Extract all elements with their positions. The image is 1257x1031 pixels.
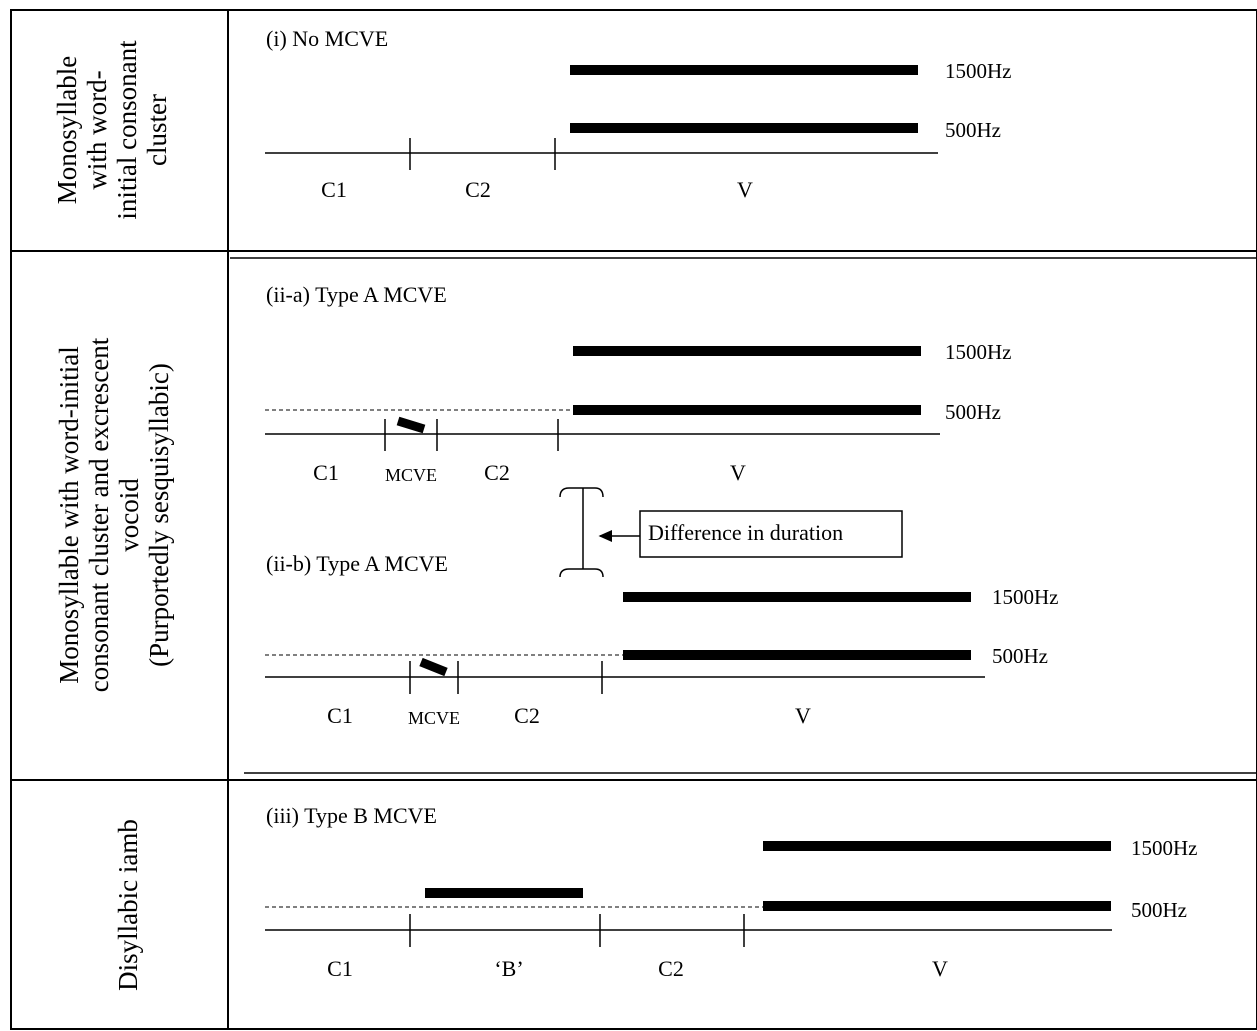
segment-label-c1: C1 <box>313 460 339 485</box>
formant-1500-label: 1500Hz <box>992 585 1059 609</box>
mcve-vocoid-mark <box>396 416 426 434</box>
formant-500-label: 500Hz <box>1131 898 1187 922</box>
segment-label-v: V <box>730 460 746 485</box>
formant-500-label: 500Hz <box>992 644 1048 668</box>
formant-1500-label: 1500Hz <box>945 340 1012 364</box>
formant-1500-bar <box>623 592 971 602</box>
formant-500-label: 500Hz <box>945 118 1001 142</box>
segment-label-b: ‘B’ <box>494 956 523 981</box>
panel-iii: (iii) Type B MCVE 1500Hz 500Hz C1 ‘B’ C2… <box>265 803 1198 981</box>
b-vocoid-bar <box>425 888 583 898</box>
row1-side-line1: Monosyllable <box>52 56 82 205</box>
segment-label-mcve: MCVE <box>408 708 460 728</box>
segment-label-c2: C2 <box>658 956 684 981</box>
formant-1500-bar <box>763 841 1111 851</box>
formant-1500-bar <box>570 65 918 75</box>
panel-ii-b: (ii-b) Type A MCVE 1500Hz 500Hz C1 MCVE … <box>265 551 1059 728</box>
segment-label-c2: C2 <box>465 177 491 202</box>
annotation-box <box>639 510 903 558</box>
segment-label-c2: C2 <box>514 703 540 728</box>
mcve-vocoid-mark <box>419 657 448 677</box>
row1-side-label: Monosyllable with word- initial consonan… <box>52 40 172 220</box>
panel-ii-b-label: (ii-b) Type A MCVE <box>266 551 448 576</box>
segment-label-mcve: MCVE <box>385 465 437 485</box>
formant-500-bar <box>570 123 918 133</box>
panel-ii-a: (ii-a) Type A MCVE 1500Hz 500Hz C1 MCVE … <box>265 282 1012 485</box>
formant-500-label: 500Hz <box>945 400 1001 424</box>
panel-i: (i) No MCVE 1500Hz 500Hz C1 C2 V <box>265 26 1012 202</box>
row3-side-line1: Disyllabic iamb <box>113 819 143 991</box>
formant-1500-label: 1500Hz <box>1131 836 1198 860</box>
formant-500-bar <box>573 405 921 415</box>
segment-label-c1: C1 <box>327 956 353 981</box>
row3-side-label: Disyllabic iamb <box>113 819 143 991</box>
segment-label-v: V <box>932 956 948 981</box>
segment-label-v: V <box>795 703 811 728</box>
table-grid <box>10 9 1257 1030</box>
annotation-text: Difference in duration <box>648 520 843 545</box>
row1-side-line4: cluster <box>142 94 172 166</box>
formant-500-bar <box>623 650 971 660</box>
panel-ii-a-label: (ii-a) Type A MCVE <box>266 282 447 307</box>
segment-label-v: V <box>737 177 753 202</box>
row1-side-line2: with word- <box>82 70 112 189</box>
segment-label-c2: C2 <box>484 460 510 485</box>
duration-difference-annotation: Difference in duration <box>559 487 903 578</box>
row1-side-line3: initial consonant <box>112 40 142 220</box>
panel-iii-label: (iii) Type B MCVE <box>266 803 437 828</box>
duration-bracket <box>559 487 604 578</box>
row2-side-line1: Monosyllable with word-initial <box>54 346 84 683</box>
row2-side-label: Monosyllable with word-initial consonant… <box>54 337 174 692</box>
formant-1500-label: 1500Hz <box>945 59 1012 83</box>
row2-side-line3: vocoid <box>114 478 144 552</box>
row2-side-line4: (Purportedly sesquisyllabic) <box>144 363 174 667</box>
formant-500-bar <box>763 901 1111 911</box>
segment-label-c1: C1 <box>327 703 353 728</box>
formant-1500-bar <box>573 346 921 356</box>
segment-label-c1: C1 <box>321 177 347 202</box>
row2-side-line2: consonant cluster and excrescent <box>84 337 114 692</box>
panel-i-label: (i) No MCVE <box>266 26 388 51</box>
